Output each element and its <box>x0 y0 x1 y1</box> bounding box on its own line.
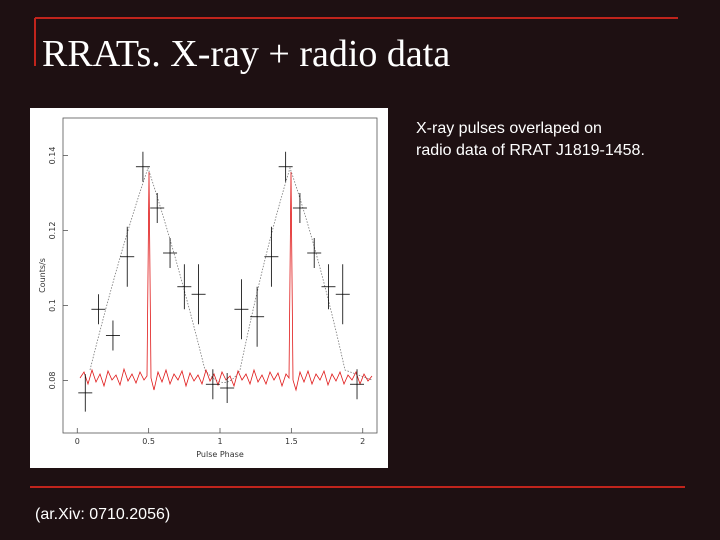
x-tick-label: 2 <box>360 437 365 446</box>
y-axis-label: Counts/s <box>38 258 47 293</box>
y-tick-label: 0.1 <box>48 299 57 312</box>
x-tick-label: 0 <box>75 437 80 446</box>
caption: radio data of RRAT J1819-1458. <box>416 142 645 159</box>
y-tick-label: 0.12 <box>48 222 57 240</box>
x-tick-label: 1 <box>217 437 222 446</box>
y-tick-label: 0.14 <box>48 147 57 165</box>
x-axis-label: Pulse Phase <box>196 450 244 459</box>
x-tick-label: 1.5 <box>285 437 298 446</box>
figure: 0 0.5 1 1.5 2 0.08 0.1 0.12 0.14 Pulse Phase Count… <box>30 108 388 468</box>
y-tick-label: 0.08 <box>48 372 57 390</box>
citation: (ar.Xiv: 0710.2056) <box>35 506 170 523</box>
radio-trace <box>79 171 373 392</box>
slide-title: RRATs. X-ray + radio data <box>42 33 450 75</box>
x-tick-label: 0.5 <box>142 437 155 446</box>
figure-background <box>30 108 388 468</box>
caption: X-ray pulses overlaped on <box>416 120 602 137</box>
